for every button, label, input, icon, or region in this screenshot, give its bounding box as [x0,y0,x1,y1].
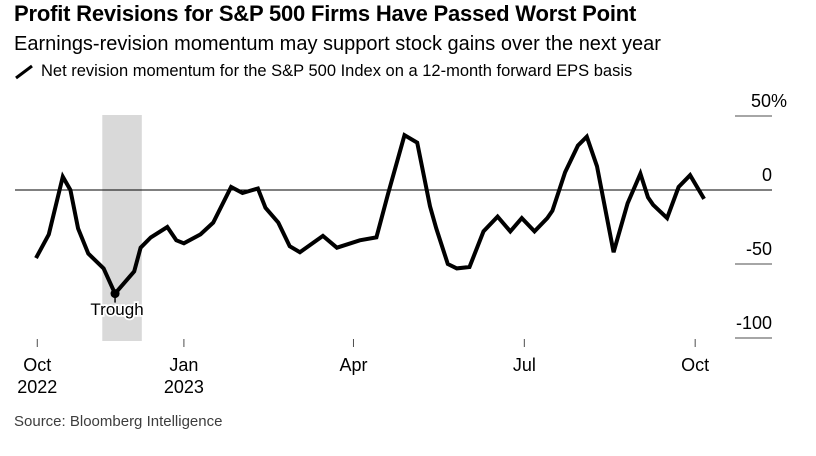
series-line [34,132,706,298]
x-tick-label: Oct [681,355,709,375]
trough-marker-dot [110,289,120,299]
y-tick-label: 50% [751,91,787,111]
x-tick-sublabel: 2022 [17,377,57,397]
x-tick-label: Jan [169,355,198,375]
legend-label: Net revision momentum for the S&P 500 In… [41,62,633,80]
y-tick-label: 0 [762,165,772,185]
x-tick-sublabel: 2023 [164,377,204,397]
chart-subtitle: Earnings-revision momentum may support s… [14,33,661,55]
highlight-band [102,115,142,341]
source-note: Source: Bloomberg Intelligence [14,413,223,430]
trough-label: Trough [90,300,143,319]
chart-title: Profit Revisions for S&P 500 Firms Have … [14,1,637,26]
x-tick-label: Apr [339,355,367,375]
x-tick-label: Oct [23,355,51,375]
line-series-icon [15,64,33,79]
y-tick-label: -100 [736,313,772,333]
chart-legend: Net revision momentum for the S&P 500 In… [14,62,632,81]
y-tick-label: -50 [746,239,772,259]
x-tick-label: Jul [513,355,536,375]
